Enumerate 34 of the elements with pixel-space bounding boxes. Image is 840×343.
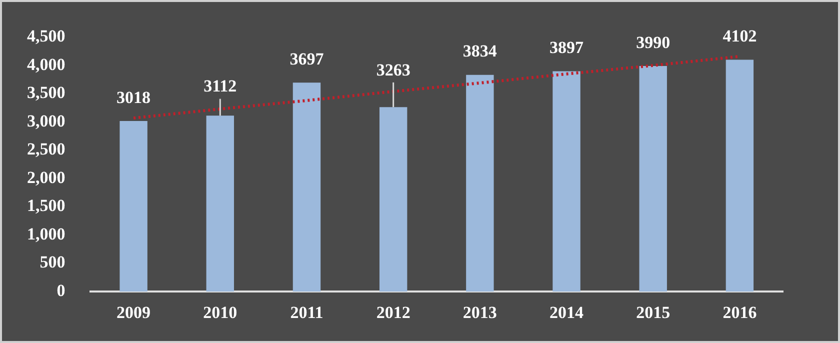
x-tick-label: 2010 (203, 303, 238, 322)
y-tick-label: 4,500 (27, 26, 66, 46)
data-label: 4102 (722, 26, 757, 46)
bar (552, 71, 580, 292)
y-tick-label: 1,000 (27, 224, 66, 244)
bar (639, 66, 667, 292)
bar (120, 120, 148, 292)
bar (466, 74, 494, 292)
x-tick-label: 2009 (116, 303, 151, 322)
x-tick-label: 2013 (462, 303, 497, 322)
x-tick-label: 2015 (636, 303, 670, 322)
data-label: 3834 (462, 42, 498, 61)
data-label: 3112 (204, 76, 237, 96)
bar (379, 107, 408, 292)
bar (206, 116, 234, 292)
bar (292, 82, 321, 292)
y-tick-label: 2,000 (27, 168, 66, 187)
y-tick-label: 1,500 (27, 196, 66, 216)
y-tick-label: 0 (56, 280, 66, 300)
data-label: 3018 (116, 88, 151, 107)
data-label: 3263 (376, 60, 410, 80)
data-label: 3897 (550, 38, 584, 58)
data-label: 3990 (636, 32, 670, 52)
y-tick-label: 4,000 (27, 54, 66, 74)
y-tick-label: 500 (40, 252, 66, 272)
x-tick-label: 2012 (376, 303, 410, 322)
x-tick-label: 2011 (290, 303, 324, 322)
y-tick-label: 3,500 (27, 83, 66, 102)
y-tick-label: 2,500 (27, 140, 66, 159)
x-tick-label: 2016 (722, 303, 757, 322)
data-label: 3697 (290, 49, 324, 68)
x-tick-label: 2014 (550, 303, 584, 322)
bar (726, 60, 754, 292)
y-tick-label: 3,000 (27, 111, 66, 130)
